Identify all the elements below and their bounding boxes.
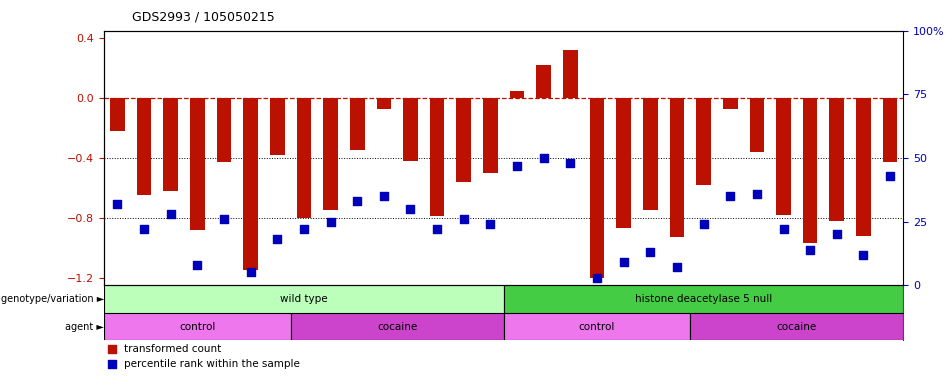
Point [696,221,711,227]
Bar [510,91,524,98]
Point [456,216,471,222]
Text: genotype/variation ►: genotype/variation ► [1,294,104,304]
Point [270,236,285,242]
Point [429,226,445,232]
Bar [617,98,631,228]
Bar [589,98,604,278]
Bar [856,98,870,236]
Point [883,173,898,179]
Text: histone deacetylase 5 null: histone deacetylase 5 null [635,294,772,304]
Bar [190,98,204,230]
Text: control: control [579,322,615,332]
Bar [290,313,503,341]
Point [563,160,578,166]
Point [323,218,338,225]
Text: cocaine: cocaine [377,322,417,332]
Bar [803,98,817,243]
Point [670,264,685,270]
Bar [503,285,903,313]
Point [110,201,125,207]
Bar [723,98,738,109]
Text: GDS2993 / 105050215: GDS2993 / 105050215 [132,10,275,23]
Text: wild type: wild type [280,294,327,304]
Point [510,162,525,169]
Bar [243,98,258,270]
Bar [749,98,764,152]
Bar [403,98,418,161]
Bar [324,98,338,210]
Point [350,198,365,204]
Bar [503,313,691,341]
Point [243,270,258,276]
Text: transformed count: transformed count [124,344,221,354]
Point [190,262,205,268]
Bar [104,285,503,313]
Point [830,231,845,237]
Point [589,275,604,281]
Bar [563,50,578,98]
Bar [217,98,231,162]
Bar [883,98,898,162]
Bar [110,98,125,131]
Point [749,190,764,197]
Point [616,259,631,265]
Point [217,216,232,222]
Bar [777,98,791,215]
Bar [350,98,364,151]
Point [104,361,119,367]
Bar [691,313,903,341]
Bar [137,98,151,195]
Point [482,221,498,227]
Point [136,226,151,232]
Bar [536,65,551,98]
Point [856,252,871,258]
Bar [457,98,471,182]
Bar [696,98,710,185]
Bar [429,98,445,216]
Point [104,346,119,353]
Text: control: control [179,322,216,332]
Bar [830,98,844,221]
Point [377,193,392,199]
Point [536,155,552,161]
Point [163,211,178,217]
Text: cocaine: cocaine [777,322,817,332]
Text: percentile rank within the sample: percentile rank within the sample [124,359,300,369]
Point [642,249,657,255]
Bar [164,98,178,191]
Point [403,206,418,212]
Point [296,226,311,232]
Bar [483,98,498,173]
Bar [270,98,285,155]
Bar [104,313,290,341]
Point [723,193,738,199]
Bar [643,98,657,210]
Text: agent ►: agent ► [65,322,104,332]
Point [802,247,817,253]
Bar [297,98,311,218]
Bar [670,98,684,237]
Bar [377,98,391,109]
Point [776,226,791,232]
